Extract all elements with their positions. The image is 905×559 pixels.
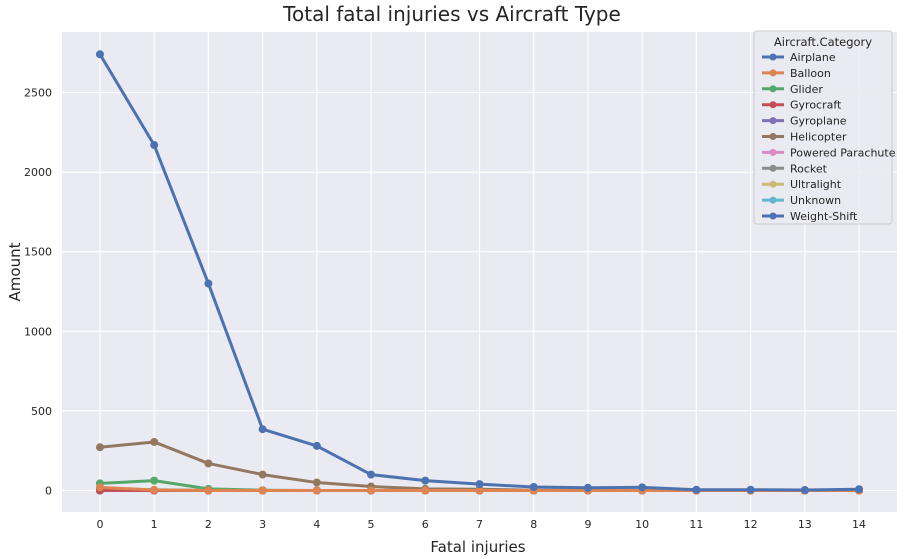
data-point [855, 485, 864, 494]
legend-swatch-marker [769, 69, 777, 77]
data-point [583, 483, 592, 492]
legend-item: Gyroplane [762, 115, 847, 128]
data-point [204, 459, 213, 468]
series-airplane [95, 50, 864, 495]
data-point [258, 486, 267, 495]
data-point [95, 483, 104, 492]
legend-swatch-marker [769, 196, 777, 204]
legend-box [753, 30, 893, 225]
y-tick-label: 1500 [24, 246, 52, 259]
legend-item: Unknown [762, 194, 841, 207]
legend-swatch-marker [769, 148, 777, 156]
y-tick-label: 0 [45, 485, 52, 498]
data-point [475, 486, 484, 495]
legend-label: Helicopter [790, 131, 847, 144]
data-point [95, 50, 104, 59]
data-point [204, 486, 213, 495]
x-tick-label: 6 [422, 518, 429, 531]
data-point [421, 476, 430, 485]
legend-swatch-marker [769, 101, 777, 109]
legend-item: Rocket [762, 162, 828, 175]
legend-swatch-marker [769, 180, 777, 188]
data-point [367, 486, 376, 495]
data-point [258, 470, 267, 479]
legend-label: Gyrocraft [790, 99, 842, 112]
data-point [312, 478, 321, 487]
y-axis-title: Amount [6, 242, 24, 301]
legend-items: Airplane Balloon Glider Gyrocraft Gyroplane H… [762, 51, 896, 223]
legend-swatch-marker [769, 212, 777, 220]
legend-label: Glider [790, 83, 823, 96]
series-layer [95, 50, 864, 495]
y-tick-label: 2000 [24, 166, 52, 179]
legend-item: Glider [762, 83, 823, 96]
x-tick-label: 14 [852, 518, 866, 531]
legend-label: Unknown [790, 194, 841, 207]
x-tick-label: 10 [635, 518, 649, 531]
legend-label: Rocket [790, 162, 828, 175]
x-tick-label: 8 [530, 518, 537, 531]
x-tick-label: 1 [151, 518, 158, 531]
data-point [638, 483, 647, 492]
x-tick-label: 0 [96, 518, 103, 531]
x-tick-label: 7 [476, 518, 483, 531]
legend-label: Powered Parachute [790, 146, 896, 159]
data-point [529, 483, 538, 492]
legend-item: Airplane [762, 51, 836, 64]
legend-label: Airplane [790, 51, 836, 64]
legend-item: Helicopter [762, 131, 847, 144]
x-tick-label: 12 [744, 518, 758, 531]
legend-item: Ultralight [762, 178, 842, 191]
x-tick-label: 3 [259, 518, 266, 531]
x-tick-label: 2 [205, 518, 212, 531]
data-point [150, 437, 159, 446]
y-tick-label: 2500 [24, 86, 52, 99]
legend-swatch-marker [769, 164, 777, 172]
legend-item: Gyrocraft [762, 99, 842, 112]
data-point [692, 485, 701, 494]
legend-label: Gyroplane [790, 115, 847, 128]
x-tick-label: 5 [368, 518, 375, 531]
legend: Aircraft.Category Airplane Balloon Glider G… [753, 30, 896, 225]
legend-label: Ultralight [790, 178, 842, 191]
data-point [746, 485, 755, 494]
data-point [150, 476, 159, 485]
data-point [800, 486, 809, 495]
legend-title: Aircraft.Category [774, 35, 872, 49]
data-point [150, 141, 159, 150]
legend-swatch-marker [769, 133, 777, 140]
legend-item: Powered Parachute [762, 146, 896, 159]
legend-swatch-marker [769, 53, 777, 61]
legend-item: Weight-Shift [762, 210, 858, 223]
y-tick-label: 500 [31, 405, 52, 418]
data-point [475, 480, 484, 489]
data-point [95, 443, 104, 452]
data-point [150, 486, 159, 495]
legend-item: Balloon [762, 67, 831, 80]
data-point [312, 486, 321, 495]
x-tick-label: 4 [313, 518, 320, 531]
data-point [312, 441, 321, 450]
x-tick-label: 11 [689, 518, 703, 531]
x-tick-label: 13 [798, 518, 812, 531]
data-point [204, 279, 213, 288]
chart-title: Total fatal injuries vs Aircraft Type [282, 2, 621, 26]
x-tick-label: 9 [584, 518, 591, 531]
x-axis-title: Fatal injuries [430, 538, 525, 556]
legend-label: Balloon [790, 67, 831, 80]
legend-swatch-marker [769, 117, 777, 125]
x-tick-labels: 0 1 2 3 4 5 6 7 8 9 10 11 12 13 14 [96, 518, 866, 531]
legend-label: Weight-Shift [790, 210, 858, 223]
data-point [421, 486, 430, 495]
y-tick-label: 1000 [24, 325, 52, 338]
data-point [258, 425, 267, 434]
legend-swatch-marker [769, 85, 777, 93]
y-tick-labels: 0 500 1000 1500 2000 2500 [24, 86, 52, 497]
data-point [367, 470, 376, 479]
